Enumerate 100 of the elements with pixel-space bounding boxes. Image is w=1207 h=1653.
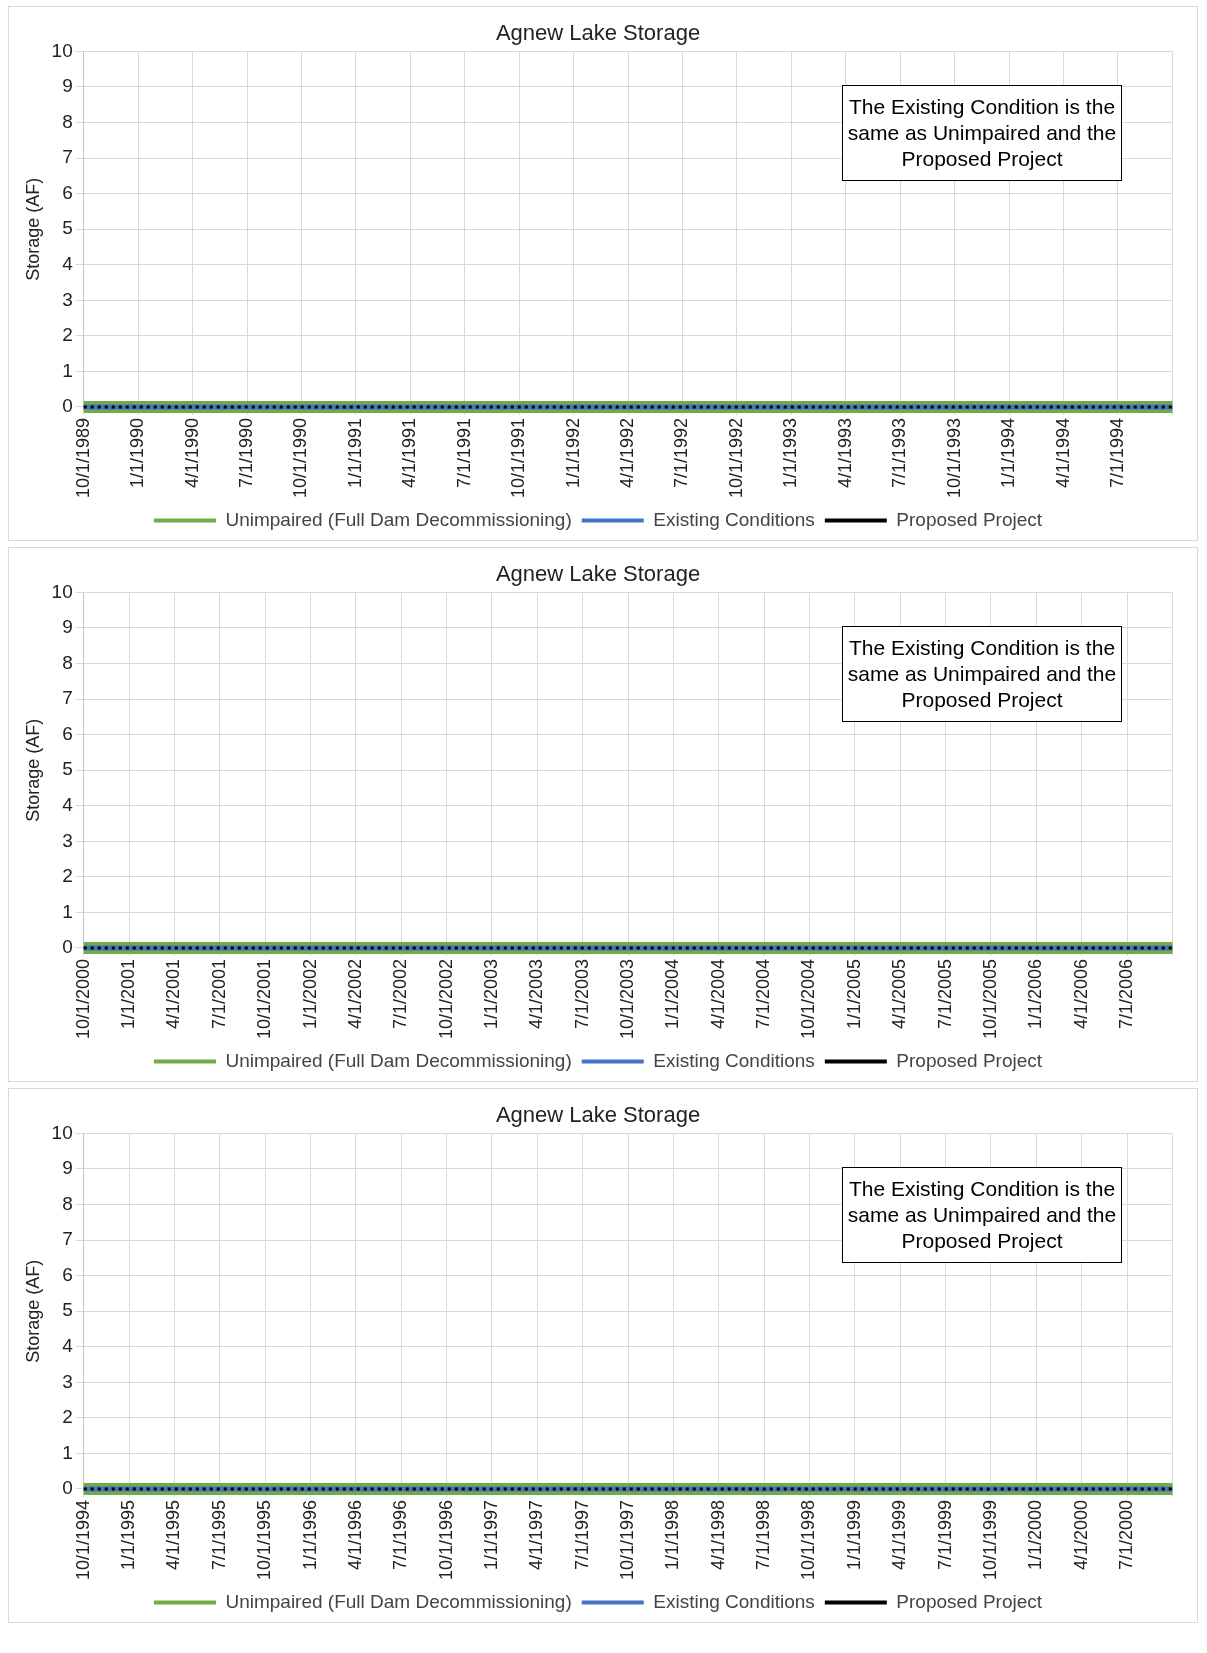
annotation: The Existing Condition is the same as Unimpaired and the Proposed Project	[842, 85, 1122, 181]
annotation: The Existing Condition is the same as Unimpaired and the Proposed Project	[842, 1167, 1122, 1263]
x-tick-label: 4/1/2003	[526, 958, 547, 1029]
x-tick-label: 4/1/2005	[889, 958, 910, 1029]
x-tick-label: 10/1/1997	[617, 1499, 638, 1580]
legend-label: Existing Conditions	[653, 508, 815, 530]
x-tick-label: 1/1/1990	[127, 417, 148, 488]
x-tick-label: 1/1/2004	[662, 958, 683, 1029]
x-tick-label: 10/1/1989	[72, 417, 93, 498]
chart-title: Agnew Lake Storage	[495, 20, 701, 46]
x-tick-label: 10/1/2000	[72, 958, 93, 1039]
x-tick-label: 7/1/1995	[208, 1499, 229, 1570]
x-tick-label: 10/1/2005	[979, 958, 1000, 1039]
x-tick-label: 7/1/1996	[390, 1499, 411, 1570]
y-tick-label: 10	[51, 39, 73, 61]
y-tick-label: 9	[62, 616, 73, 638]
x-tick-label: 1/1/1998	[662, 1499, 683, 1570]
y-tick-label: 6	[62, 181, 73, 203]
y-axis-title: Storage (AF)	[22, 177, 43, 281]
y-tick-label: 0	[62, 395, 73, 417]
chart-title: Agnew Lake Storage	[495, 561, 701, 587]
x-tick-label: 7/1/1991	[453, 417, 474, 488]
y-tick-label: 3	[62, 829, 73, 851]
y-tick-label: 9	[62, 75, 73, 97]
legend-label: Proposed Project	[896, 1049, 1043, 1071]
y-tick-label: 10	[51, 580, 73, 602]
x-tick-label: 1/1/1997	[480, 1499, 501, 1570]
y-tick-label: 10	[51, 1121, 73, 1143]
y-tick-label: 0	[62, 1477, 73, 1499]
y-tick-label: 5	[62, 758, 73, 780]
legend-label: Existing Conditions	[653, 1590, 815, 1612]
x-tick-label: 4/1/1999	[889, 1499, 910, 1570]
x-tick-label: 10/1/1995	[254, 1499, 275, 1580]
x-tick-label: 7/1/1992	[671, 417, 692, 488]
y-tick-label: 4	[62, 1334, 74, 1356]
x-tick-label: 4/1/1992	[617, 417, 638, 488]
y-tick-label: 3	[62, 288, 73, 310]
y-tick-label: 8	[62, 651, 73, 673]
x-tick-label: 4/1/2006	[1070, 958, 1091, 1029]
x-tick-label: 10/1/1991	[508, 417, 529, 498]
x-tick-label: 10/1/1998	[798, 1499, 819, 1580]
x-tick-label: 7/1/1997	[571, 1499, 592, 1570]
y-tick-label: 7	[62, 146, 73, 168]
legend-label: Proposed Project	[896, 508, 1043, 530]
x-tick-label: 4/1/1996	[344, 1499, 365, 1570]
x-tick-label: 4/1/1995	[163, 1499, 184, 1570]
legend-label: Proposed Project	[896, 1590, 1043, 1612]
x-tick-label: 10/1/1990	[290, 417, 311, 498]
x-tick-label: 10/1/1994	[72, 1499, 93, 1580]
x-tick-label: 4/1/1997	[526, 1499, 547, 1570]
x-tick-label: 7/1/2000	[1116, 1499, 1137, 1570]
x-tick-label: 7/1/1999	[934, 1499, 955, 1570]
legend-label: Existing Conditions	[653, 1049, 815, 1071]
y-tick-label: 7	[62, 687, 73, 709]
y-tick-label: 4	[62, 793, 74, 815]
x-tick-label: 1/1/1995	[118, 1499, 139, 1570]
x-tick-label: 4/1/1990	[181, 417, 202, 488]
x-tick-label: 1/1/1992	[562, 417, 583, 488]
chart-title: Agnew Lake Storage	[495, 1102, 701, 1128]
x-tick-label: 1/1/2005	[843, 958, 864, 1029]
x-tick-label: 1/1/1993	[780, 417, 801, 488]
x-tick-label: 7/1/2004	[753, 958, 774, 1029]
x-tick-label: 1/1/1996	[299, 1499, 320, 1570]
x-tick-label: 10/1/2002	[435, 958, 456, 1039]
x-tick-label: 10/1/1999	[979, 1499, 1000, 1580]
x-tick-label: 1/1/1991	[344, 417, 365, 488]
y-axis-title: Storage (AF)	[22, 718, 43, 822]
y-axis-title: Storage (AF)	[22, 1259, 43, 1363]
x-tick-label: 7/1/2006	[1116, 958, 1137, 1029]
y-tick-label: 4	[62, 252, 74, 274]
x-tick-label: 7/1/1993	[889, 417, 910, 488]
x-tick-label: 10/1/2001	[254, 958, 275, 1039]
y-tick-label: 2	[62, 324, 73, 346]
y-tick-label: 7	[62, 1228, 73, 1250]
x-tick-label: 7/1/2001	[208, 958, 229, 1029]
x-tick-label: 10/1/1993	[943, 417, 964, 498]
legend-label: Unimpaired (Full Dam Decommissioning)	[225, 1590, 572, 1612]
x-tick-label: 1/1/2000	[1025, 1499, 1046, 1570]
x-tick-label: 7/1/2005	[934, 958, 955, 1029]
y-tick-label: 3	[62, 1370, 73, 1392]
x-tick-label: 1/1/2003	[480, 958, 501, 1029]
y-tick-label: 8	[62, 110, 73, 132]
x-tick-label: 10/1/1996	[435, 1499, 456, 1580]
y-tick-label: 6	[62, 1263, 73, 1285]
x-tick-label: 10/1/1992	[725, 417, 746, 498]
x-tick-label: 10/1/2003	[617, 958, 638, 1039]
x-tick-label: 4/1/2001	[163, 958, 184, 1029]
x-tick-label: 4/1/1994	[1052, 417, 1073, 488]
x-tick-label: 4/1/2004	[707, 958, 728, 1029]
y-tick-label: 2	[62, 865, 73, 887]
x-tick-label: 4/1/1998	[707, 1499, 728, 1570]
legend-label: Unimpaired (Full Dam Decommissioning)	[225, 1049, 572, 1071]
x-tick-label: 1/1/2006	[1025, 958, 1046, 1029]
y-tick-label: 1	[62, 1441, 73, 1463]
y-tick-label: 2	[62, 1406, 73, 1428]
x-tick-label: 10/1/2004	[798, 958, 819, 1039]
y-tick-label: 5	[62, 217, 73, 239]
x-tick-label: 1/1/2001	[118, 958, 139, 1029]
x-tick-label: 4/1/2002	[344, 958, 365, 1029]
y-tick-label: 1	[62, 359, 73, 381]
